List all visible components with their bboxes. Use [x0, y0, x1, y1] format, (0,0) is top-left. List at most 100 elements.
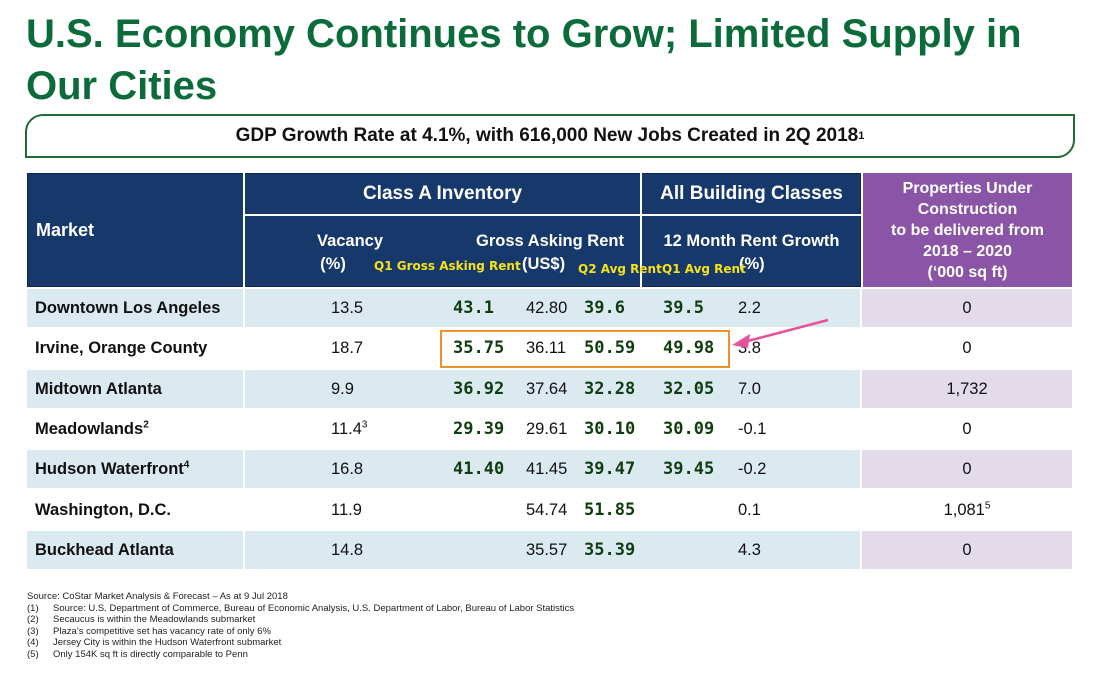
- q2-avg-rent-annotation: 50.59: [584, 338, 636, 358]
- header-all-classes: All Building Classes: [660, 183, 843, 204]
- q1-avg-rent-annotation: 30.09: [663, 419, 715, 439]
- rent-growth-value: 2.2: [738, 299, 761, 317]
- cell-data-bg: [245, 450, 860, 488]
- gross-rent-value: 35.57: [526, 541, 568, 559]
- annotation-q2-avg: Q2 Avg Rent: [578, 262, 662, 276]
- table-row: Meadowlands2 11.43 29.39 29.61 30.10 30.09 -0.…: [27, 410, 1072, 448]
- annotation-q1-avg: Q1 Avg Rent: [662, 262, 746, 276]
- header-gross-rent-unit: (US$): [522, 255, 566, 273]
- table-row: Midtown Atlanta 9.9 36.92 37.64 32.28 32.05 7.…: [27, 370, 1072, 408]
- footnotes: Source: CoStar Market Analysis & Forecas…: [27, 591, 574, 661]
- q1-gross-rent-annotation: 35.75: [453, 338, 505, 358]
- vacancy-value: 13.5: [331, 299, 364, 317]
- header-divider: [245, 214, 861, 216]
- vacancy-value: 9.9: [331, 380, 354, 398]
- footnote-item: (5) Only 154K sq ft is directly comparabl…: [27, 648, 248, 660]
- construction-value: 0: [962, 460, 972, 478]
- header-vacancy-unit: (%): [320, 255, 346, 273]
- header-construction: Properties Under Construction to be deli…: [891, 180, 1044, 281]
- q1-gross-rent-annotation: 43.1: [453, 298, 494, 318]
- table-row: Washington, D.C. 11.9 54.74 51.85 0.1 1,0815: [27, 491, 1072, 529]
- footnote-item: (4) Jersey City is within the Hudson Wate…: [27, 637, 282, 649]
- annotation-q1-gross: Q1 Gross Asking Rent: [374, 259, 521, 273]
- cell-construction-bg: [862, 370, 1072, 408]
- gross-rent-value: 37.64: [526, 380, 568, 398]
- q1-avg-rent-annotation: 32.05: [663, 379, 715, 399]
- q2-avg-rent-annotation: 30.10: [584, 419, 636, 439]
- header-divider: [243, 173, 245, 287]
- market-name: Hudson Waterfront4: [35, 459, 190, 478]
- construction-value: 1,0815: [943, 500, 991, 519]
- q1-gross-rent-annotation: 36.92: [453, 379, 505, 399]
- construction-value: 0: [962, 299, 972, 317]
- header-gross-rent: Gross Asking Rent: [476, 232, 624, 250]
- header-class-a: Class A Inventory: [362, 183, 523, 204]
- gross-rent-value: 41.45: [526, 460, 568, 478]
- cell-construction-bg: [862, 491, 1072, 529]
- q2-avg-rent-annotation: 39.47: [584, 459, 636, 479]
- table-row: Buckhead Atlanta 14.8 35.57 35.39 4.3 0: [27, 531, 1072, 569]
- gross-rent-value: 29.61: [526, 420, 568, 438]
- page-title: U.S. Economy Continues to Grow; Limited …: [26, 12, 1022, 108]
- q2-avg-rent-annotation: 51.85: [584, 500, 636, 520]
- header-vacancy: Vacancy: [316, 232, 384, 250]
- rent-growth-value: 4.3: [738, 541, 761, 559]
- table-row: Irvine, Orange County 18.7 35.75 36.11 50.59…: [27, 329, 1072, 367]
- market-name: Downtown Los Angeles: [35, 299, 221, 317]
- construction-value: 1,732: [946, 380, 988, 398]
- construction-value: 0: [962, 420, 972, 438]
- q1-avg-rent-annotation: 39.45: [663, 459, 715, 479]
- rent-growth-value: 0.1: [738, 501, 761, 519]
- cell-construction-bg: [862, 410, 1072, 448]
- cell-data-bg: [245, 289, 860, 327]
- market-name: Irvine, Orange County: [35, 339, 208, 357]
- footnote-item: (3) Plaza’s competitive set has vacancy r…: [27, 625, 271, 637]
- banner-footnote-ref: 1: [858, 130, 865, 142]
- pointer-arrow: [732, 318, 829, 348]
- footnote-source: Source: CoStar Market Analysis & Forecas…: [27, 591, 288, 602]
- cell-construction-bg: [862, 329, 1072, 367]
- footnote-item: (2) Secaucus is within the Meadowlands su…: [27, 614, 256, 626]
- market-name: Meadowlands2: [35, 419, 149, 438]
- market-name: Washington, D.C.: [35, 501, 171, 519]
- header-rent-growth: 12 Month Rent Growth: [663, 232, 840, 250]
- table-row: Downtown Los Angeles 13.5 43.1 42.80 39.6 39.…: [27, 289, 1072, 327]
- rent-growth-value: -0.2: [738, 460, 767, 478]
- cell-market-bg: [27, 370, 243, 408]
- cell-market-bg: [27, 531, 243, 569]
- q1-gross-rent-annotation: 29.39: [453, 419, 505, 439]
- header-rent-growth-unit: (%): [739, 255, 765, 273]
- construction-value: 0: [962, 541, 972, 559]
- vacancy-value: 11.43: [331, 419, 368, 438]
- header-divider: [640, 173, 642, 287]
- gross-rent-value: 42.80: [526, 299, 568, 317]
- header-navy-bg: [27, 173, 861, 287]
- vacancy-value: 11.9: [331, 501, 362, 519]
- footnote-item: (1) Source: U.S. Department of Commerce, …: [27, 602, 575, 614]
- highlight-box: [440, 330, 730, 368]
- rent-growth-value: -0.1: [738, 420, 767, 438]
- header-purple-bg: [863, 173, 1072, 287]
- cell-construction-bg: [862, 531, 1072, 569]
- q1-gross-rent-annotation: 41.40: [453, 459, 505, 479]
- market-name: Midtown Atlanta: [35, 380, 162, 398]
- rent-growth-value: 7.0: [738, 380, 761, 398]
- q2-avg-rent-annotation: 35.39: [584, 540, 636, 560]
- cell-market-bg: [27, 289, 243, 327]
- q1-avg-rent-annotation: 49.98: [663, 338, 715, 358]
- cell-data-bg: [245, 531, 860, 569]
- header-market: Market: [36, 220, 95, 240]
- vacancy-value: 14.8: [331, 541, 364, 559]
- cell-construction-bg: [862, 289, 1072, 327]
- gdp-banner: GDP Growth Rate at 4.1%, with 616,000 Ne…: [25, 114, 1075, 158]
- cell-market-bg: [27, 450, 243, 488]
- q2-avg-rent-annotation: 39.6: [584, 298, 625, 318]
- market-name: Buckhead Atlanta: [35, 541, 174, 559]
- vacancy-value: 16.8: [331, 460, 364, 478]
- banner-text: GDP Growth Rate at 4.1%, with 616,000 Ne…: [235, 125, 859, 146]
- vacancy-value: 18.7: [331, 339, 364, 357]
- table-row: Hudson Waterfront4 16.8 41.40 41.45 39.47 39.…: [27, 450, 1072, 488]
- q2-avg-rent-annotation: 32.28: [584, 379, 636, 399]
- gross-rent-value: 54.74: [526, 501, 568, 519]
- construction-value: 0: [962, 339, 972, 357]
